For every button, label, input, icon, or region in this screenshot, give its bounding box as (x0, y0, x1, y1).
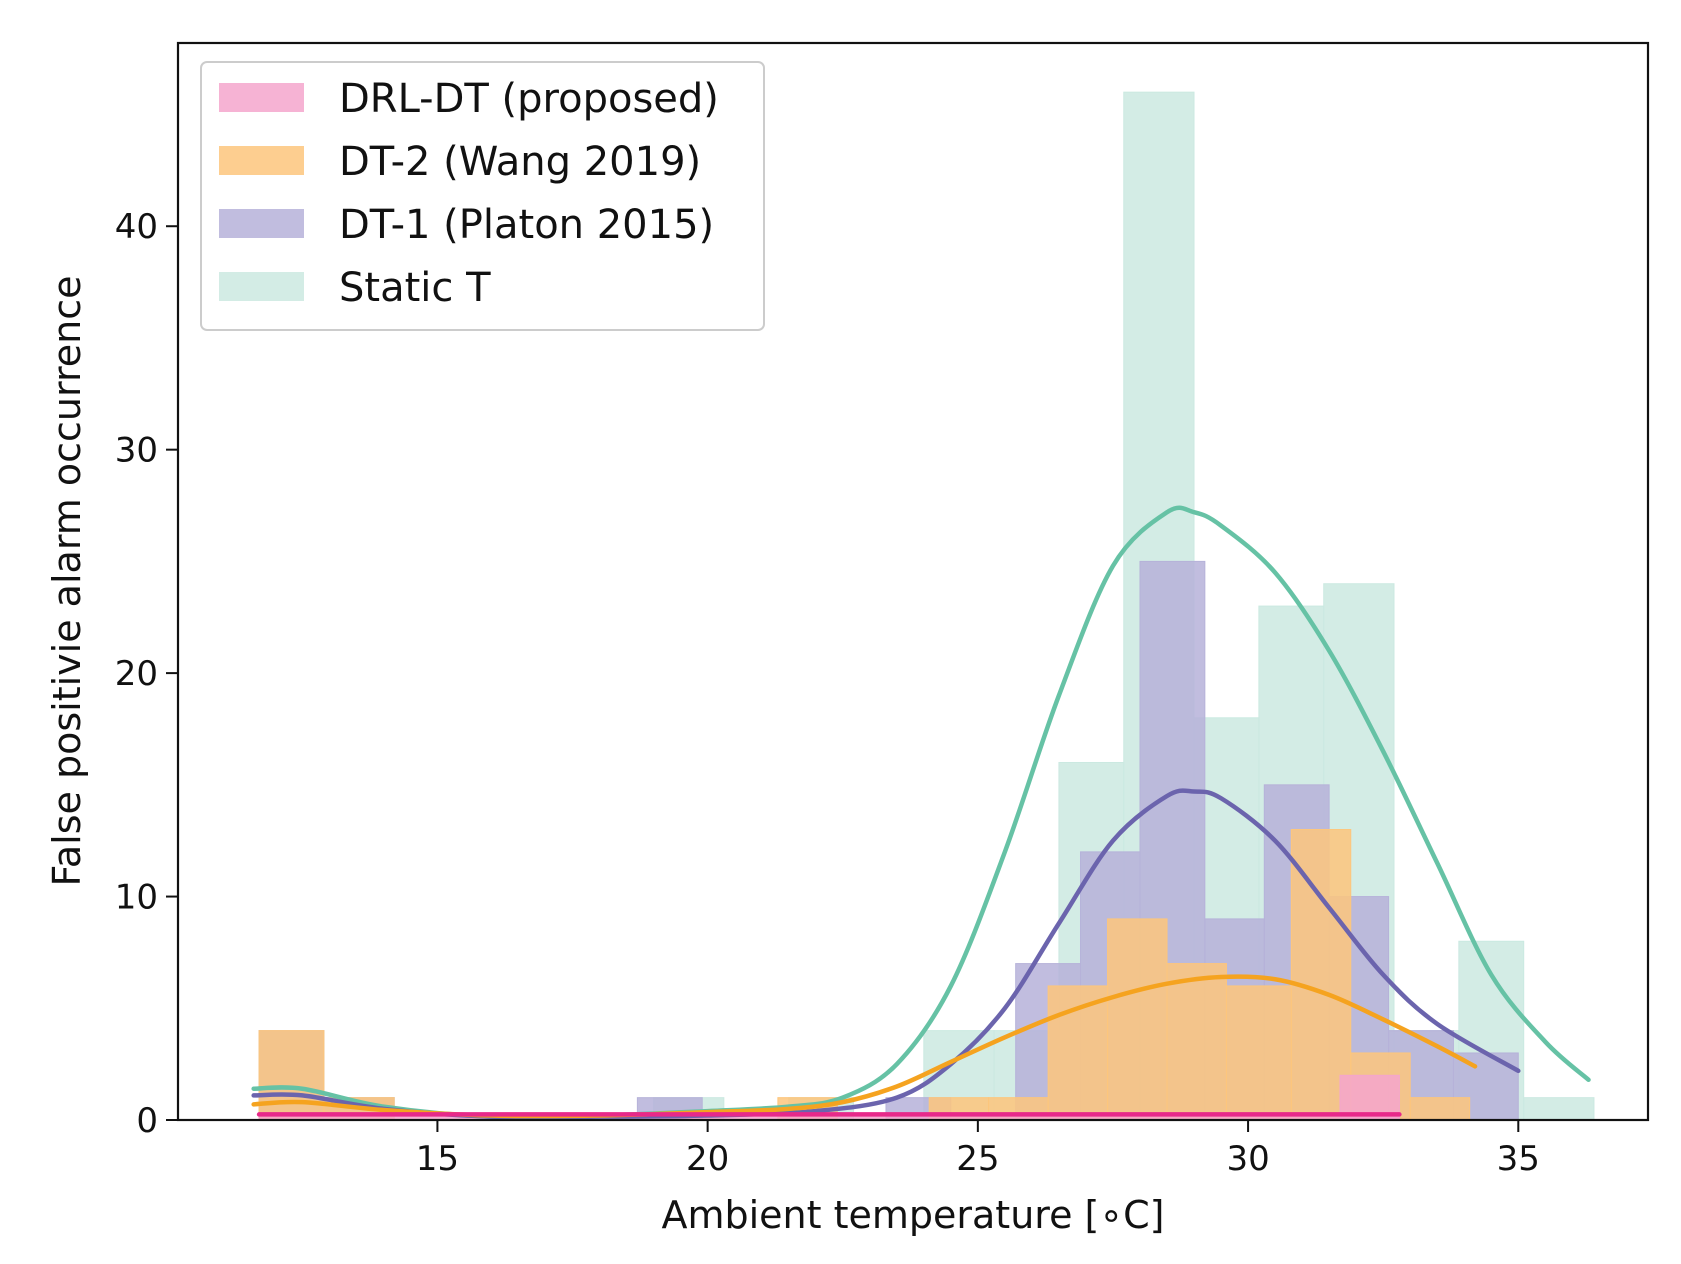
y-tick-label: 40 (115, 207, 158, 247)
y-tick-label: 30 (115, 431, 158, 471)
bar-dt-2-wang-2019-7 (1166, 963, 1227, 1121)
plot-frame (176, 41, 1650, 1122)
bar-static-t-13 (1523, 1097, 1595, 1121)
x-tick-label: 35 (1497, 1139, 1540, 1179)
bar-dt-2-wang-2019-9 (1290, 829, 1352, 1121)
legend-items: DRL-DT (proposed) DT-2 (Wang 2019) DT-1 (P… (219, 76, 719, 311)
x-tick-label: 25 (956, 1139, 999, 1179)
bar-dt-2-wang-2019-0 (258, 1030, 325, 1121)
x-tick-label: 15 (416, 1139, 459, 1179)
legend-label-drl-dt-proposed: DRL-DT (proposed) (339, 76, 719, 122)
histogram-bars (258, 91, 1595, 1121)
x-tick-label: 20 (686, 1139, 729, 1179)
legend-swatch-dt-2-wang-2019 (219, 146, 304, 175)
bar-dt-2-wang-2019-8 (1225, 985, 1292, 1121)
legend-label-dt-1-platon-2015: DT-1 (Platon 2015) (339, 202, 714, 248)
bar-dt-2-wang-2019-6 (1107, 918, 1168, 1121)
legend-label-static-t: Static T (339, 265, 491, 311)
legend: DRL-DT (proposed) DT-2 (Wang 2019) DT-1 (P… (200, 61, 765, 331)
legend-label-dt-2-wang-2019: DT-2 (Wang 2019) (339, 139, 701, 185)
legend-swatch-drl-dt-proposed (219, 83, 304, 112)
legend-box (200, 61, 765, 331)
x-axis-ticks: 15 20 25 30 35 (416, 1120, 1540, 1179)
y-axis-label: False positivie alarm occurrence (45, 276, 89, 887)
y-axis-ticks: 0 10 20 30 40 (115, 207, 178, 1141)
legend-swatch-static-t (219, 272, 304, 301)
x-axis-label: Ambient temperature [∘C] (661, 1193, 1164, 1237)
y-tick-label: 0 (136, 1101, 158, 1141)
x-tick-label: 30 (1226, 1139, 1269, 1179)
y-tick-label: 10 (115, 878, 158, 918)
bar-dt-2-wang-2019-11 (1409, 1097, 1471, 1121)
legend-swatch-dt-1-platon-2015 (219, 209, 304, 238)
y-tick-label: 20 (115, 654, 158, 694)
kde-curves (251, 505, 1591, 1120)
